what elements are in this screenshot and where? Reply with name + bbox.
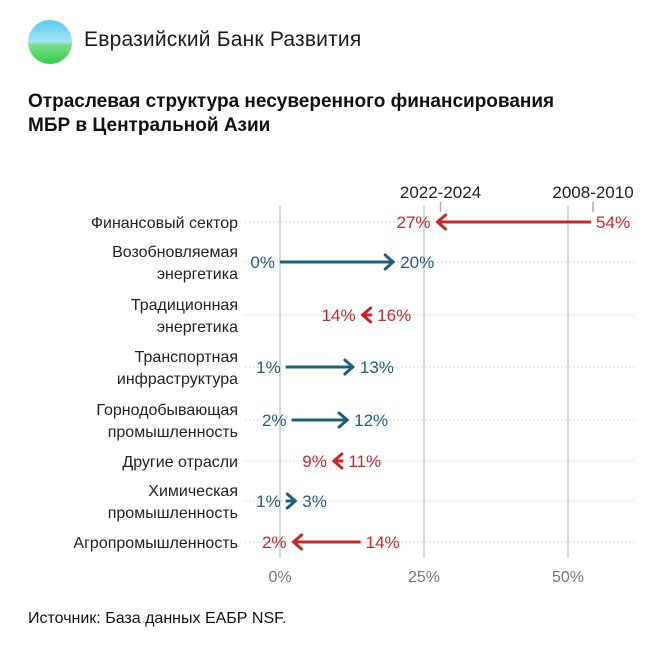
category-label: Химическая	[148, 483, 238, 500]
category-label: промышленность	[108, 424, 238, 441]
end-value-label: 3%	[302, 492, 327, 511]
start-value-label: 1%	[256, 492, 281, 511]
end-value-label: 13%	[360, 358, 394, 377]
start-value-label: 11%	[348, 452, 381, 471]
arrow-head	[291, 533, 304, 551]
category-label: Транспортная	[135, 349, 238, 366]
category-label: Возобновляемая	[112, 244, 238, 261]
start-value-label: 2%	[262, 411, 287, 430]
end-value-label: 27%	[396, 213, 430, 232]
category-label: Горнодобывающая	[96, 402, 238, 419]
x-tick-label: 25%	[408, 569, 440, 586]
end-value-label: 12%	[354, 411, 388, 430]
end-value-label: 9%	[302, 452, 327, 471]
start-value-label: 1%	[256, 358, 281, 377]
start-value-label: 54%	[596, 213, 630, 232]
category-label: Финансовый сектор	[91, 215, 238, 232]
category-label: Агропромышленность	[73, 535, 238, 552]
arrow-head	[383, 253, 396, 271]
arrow-head	[337, 411, 350, 429]
start-value-label: 16%	[377, 306, 411, 325]
legend-end-label: 2022-2024	[400, 183, 481, 202]
end-value-label: 14%	[322, 306, 356, 325]
chart-title: Отраслевая структура несуверенного финан…	[28, 90, 648, 138]
start-value-label: 14%	[366, 533, 400, 552]
arrow-head	[360, 306, 373, 324]
x-tick-label: 0%	[268, 569, 291, 586]
category-label: Традиционная	[131, 297, 238, 314]
category-label: промышленность	[108, 505, 238, 522]
start-value-label: 0%	[250, 253, 275, 272]
category-label: Другие отрасли	[122, 454, 238, 471]
end-value-label: 20%	[400, 253, 434, 272]
x-tick-label: 50%	[552, 569, 584, 586]
category-label: энергетика	[157, 266, 238, 283]
arrow-head	[331, 452, 344, 470]
title-line: МБР в Центральной Азии	[28, 115, 271, 136]
arrow-head	[343, 358, 356, 376]
category-label: инфраструктура	[117, 371, 238, 388]
source-note: Источник: База данных ЕАБР NSF.	[28, 610, 287, 627]
title-line: Отраслевая структура несуверенного финан…	[28, 91, 555, 112]
brand-name: Евразийский Банк Развития	[84, 28, 362, 51]
category-label: энергетика	[157, 319, 238, 336]
end-value-label: 2%	[262, 533, 287, 552]
arrow-head	[435, 213, 448, 231]
legend-start-label: 2008-2010	[552, 183, 633, 202]
arrow-head	[285, 492, 298, 510]
